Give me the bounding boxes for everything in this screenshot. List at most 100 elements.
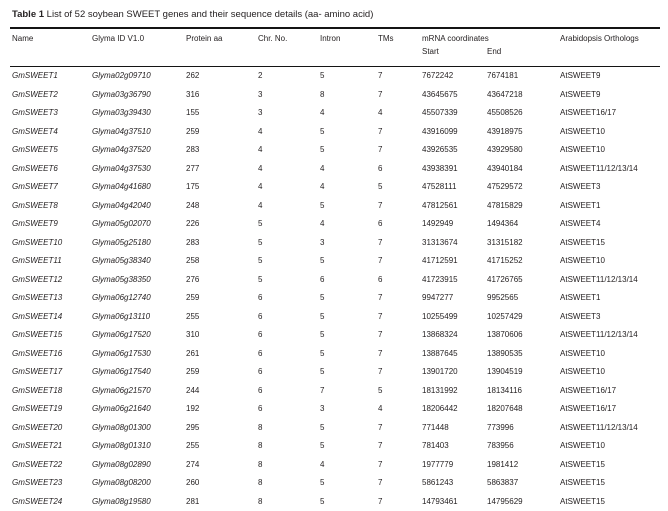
cell-arabidopsis-ortholog: AtSWEET15 bbox=[560, 496, 605, 506]
cell-protein-aa: 175 bbox=[186, 182, 200, 192]
cell-chr-no: 3 bbox=[258, 108, 263, 118]
cell-gene-name: GmSWEET17 bbox=[12, 367, 63, 377]
cell-glyma-id: Glyma04g42040 bbox=[92, 200, 151, 210]
table-row: GmSWEET3 Glyma03g39430 155 3 4 4 4550733… bbox=[10, 104, 660, 123]
cell-gene-name: GmSWEET23 bbox=[12, 478, 63, 488]
cell-mrna-end: 10257429 bbox=[487, 311, 523, 321]
col-header-protein-aa: Protein aa bbox=[184, 28, 256, 67]
cell-tms: 7 bbox=[378, 478, 383, 488]
cell-chr-no: 3 bbox=[258, 89, 263, 99]
cell-glyma-id: Glyma03g36790 bbox=[92, 89, 151, 99]
cell-mrna-end: 43918975 bbox=[487, 126, 523, 136]
cell-mrna-start: 41712591 bbox=[422, 256, 458, 266]
cell-tms: 7 bbox=[378, 237, 383, 247]
cell-glyma-id: Glyma03g39430 bbox=[92, 108, 151, 118]
cell-chr-no: 8 bbox=[258, 459, 263, 469]
cell-mrna-end: 7674181 bbox=[487, 71, 519, 81]
cell-intron: 8 bbox=[320, 89, 325, 99]
cell-glyma-id: Glyma06g17520 bbox=[92, 330, 151, 340]
cell-glyma-id: Glyma05g25180 bbox=[92, 237, 151, 247]
cell-tms: 6 bbox=[378, 163, 383, 173]
cell-intron: 4 bbox=[320, 163, 325, 173]
cell-mrna-start: 18131992 bbox=[422, 385, 458, 395]
table-header: Name Glyma ID V1.0 Protein aa Chr. No. I… bbox=[10, 28, 661, 67]
table-row: GmSWEET4 Glyma04g37510 259 4 5 7 4391609… bbox=[10, 122, 660, 141]
cell-chr-no: 6 bbox=[258, 367, 263, 377]
table-row: GmSWEET7 Glyma04g41680 175 4 4 5 4752811… bbox=[10, 178, 660, 197]
cell-mrna-start: 10255499 bbox=[422, 311, 458, 321]
cell-mrna-start: 43916099 bbox=[422, 126, 458, 136]
cell-arabidopsis-ortholog: AtSWEET16/17 bbox=[560, 108, 617, 118]
cell-tms: 7 bbox=[378, 200, 383, 210]
cell-arabidopsis-ortholog: AtSWEET15 bbox=[560, 237, 605, 247]
cell-mrna-end: 31315182 bbox=[487, 237, 523, 247]
cell-intron: 5 bbox=[320, 441, 325, 451]
cell-intron: 4 bbox=[320, 108, 325, 118]
table-row: GmSWEET14 Glyma06g13110 255 6 5 7 102554… bbox=[10, 307, 660, 326]
cell-chr-no: 8 bbox=[258, 478, 263, 488]
cell-tms: 7 bbox=[378, 256, 383, 266]
table-caption-text: List of 52 soybean SWEET genes and their… bbox=[46, 9, 374, 20]
cell-gene-name: GmSWEET8 bbox=[12, 200, 58, 210]
cell-arabidopsis-ortholog: AtSWEET15 bbox=[560, 459, 605, 469]
table-row: GmSWEET23 Glyma08g08200 260 8 5 7 586124… bbox=[10, 474, 660, 493]
cell-gene-name: GmSWEET22 bbox=[12, 459, 63, 469]
cell-arabidopsis-ortholog: AtSWEET11/12/13/14 bbox=[560, 274, 638, 284]
cell-intron: 5 bbox=[320, 126, 325, 136]
cell-arabidopsis-ortholog: AtSWEET11/12/13/14 bbox=[560, 422, 638, 432]
cell-intron: 4 bbox=[320, 182, 325, 192]
cell-gene-name: GmSWEET5 bbox=[12, 145, 58, 155]
cell-glyma-id: Glyma04g37510 bbox=[92, 126, 151, 136]
cell-glyma-id: Glyma06g13110 bbox=[92, 311, 151, 321]
cell-glyma-id: Glyma04g37520 bbox=[92, 145, 151, 155]
cell-arabidopsis-ortholog: AtSWEET16/17 bbox=[560, 404, 617, 414]
table-row: GmSWEET22 Glyma08g02890 274 8 4 7 197777… bbox=[10, 455, 660, 474]
cell-arabidopsis-ortholog: AtSWEET10 bbox=[560, 441, 605, 451]
cell-gene-name: GmSWEET24 bbox=[12, 496, 63, 506]
cell-mrna-end: 13904519 bbox=[487, 367, 523, 377]
cell-intron: 5 bbox=[320, 478, 325, 488]
cell-arabidopsis-ortholog: AtSWEET3 bbox=[560, 182, 601, 192]
col-subheader-end: End bbox=[485, 47, 559, 67]
cell-arabidopsis-ortholog: AtSWEET10 bbox=[560, 126, 605, 136]
cell-arabidopsis-ortholog: AtSWEET11/12/13/14 bbox=[560, 330, 638, 340]
table-row: GmSWEET11 Glyma05g38340 258 5 5 7 417125… bbox=[10, 252, 660, 271]
cell-mrna-end: 43647218 bbox=[487, 89, 523, 99]
table-row: GmSWEET16 Glyma06g17530 261 6 5 7 138876… bbox=[10, 344, 660, 363]
cell-glyma-id: Glyma04g37530 bbox=[92, 163, 151, 173]
cell-gene-name: GmSWEET6 bbox=[12, 163, 58, 173]
cell-mrna-start: 43938391 bbox=[422, 163, 458, 173]
cell-arabidopsis-ortholog: AtSWEET1 bbox=[560, 293, 601, 303]
table-row: GmSWEET2 Glyma03g36790 316 3 8 7 4364567… bbox=[10, 85, 660, 104]
cell-intron: 5 bbox=[320, 311, 325, 321]
cell-gene-name: GmSWEET16 bbox=[12, 348, 63, 358]
cell-mrna-start: 13887645 bbox=[422, 348, 458, 358]
cell-chr-no: 4 bbox=[258, 163, 263, 173]
cell-chr-no: 8 bbox=[258, 496, 263, 506]
cell-glyma-id: Glyma06g17540 bbox=[92, 367, 151, 377]
cell-chr-no: 5 bbox=[258, 274, 263, 284]
table-row: GmSWEET1 Glyma02g09710 262 2 5 7 7672242… bbox=[10, 66, 660, 85]
cell-glyma-id: Glyma06g21570 bbox=[92, 385, 151, 395]
cell-protein-aa: 260 bbox=[186, 478, 200, 488]
cell-mrna-end: 5863837 bbox=[487, 478, 519, 488]
cell-protein-aa: 226 bbox=[186, 219, 200, 229]
cell-protein-aa: 259 bbox=[186, 126, 200, 136]
table-row: GmSWEET19 Glyma06g21640 192 6 3 4 182064… bbox=[10, 400, 660, 419]
cell-mrna-start: 47812561 bbox=[422, 200, 458, 210]
cell-gene-name: GmSWEET3 bbox=[12, 108, 58, 118]
cell-mrna-end: 41726765 bbox=[487, 274, 523, 284]
cell-intron: 5 bbox=[320, 496, 325, 506]
cell-tms: 7 bbox=[378, 367, 383, 377]
cell-intron: 7 bbox=[320, 385, 325, 395]
col-header-tms: TMs bbox=[376, 28, 420, 67]
cell-arabidopsis-ortholog: AtSWEET10 bbox=[560, 256, 605, 266]
cell-tms: 4 bbox=[378, 404, 383, 414]
cell-glyma-id: Glyma08g02890 bbox=[92, 459, 151, 469]
cell-intron: 5 bbox=[320, 200, 325, 210]
cell-mrna-end: 13890535 bbox=[487, 348, 523, 358]
cell-tms: 7 bbox=[378, 496, 383, 506]
cell-mrna-start: 1977779 bbox=[422, 459, 454, 469]
cell-mrna-start: 781403 bbox=[422, 441, 449, 451]
cell-gene-name: GmSWEET4 bbox=[12, 126, 58, 136]
